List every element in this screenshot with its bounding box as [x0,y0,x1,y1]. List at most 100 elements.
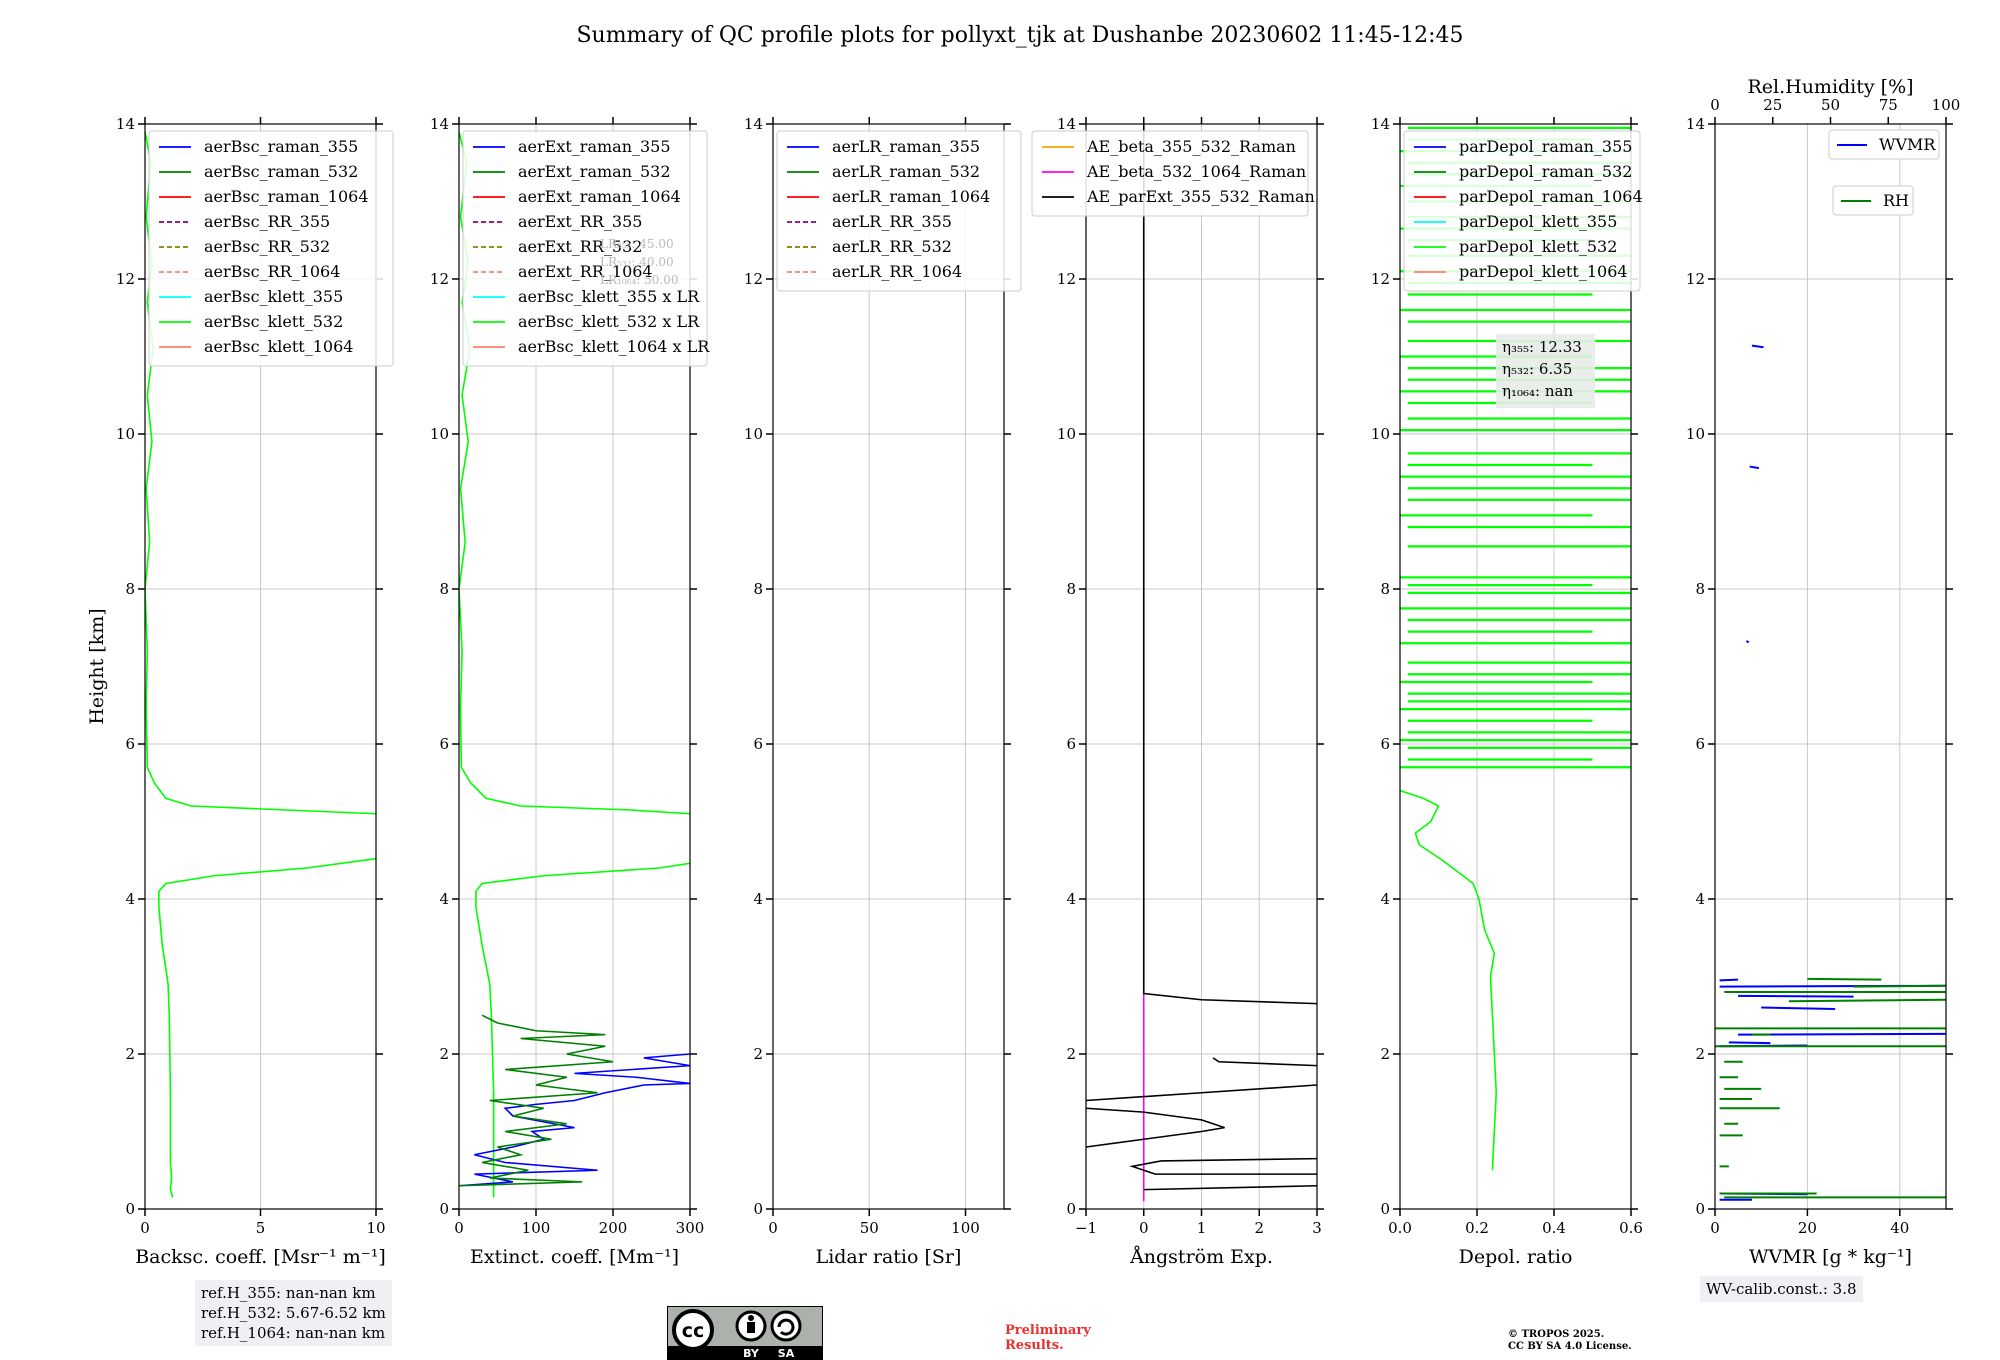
legend-label: AE_beta_355_532_Raman [1086,137,1296,156]
y-tick-label: 10 [116,425,135,443]
y-tick-label: 4 [1695,890,1705,908]
x-axis-label: Ångström Exp. [1129,1246,1273,1268]
x-tick-label: 20 [1798,1219,1817,1237]
legend-label: aerLR_RR_532 [832,237,952,256]
y-tick-label: 8 [439,580,449,598]
series-line [1129,1157,1317,1175]
panel-extinction: 0 100 200 300 0 2 4 6 8 10 12 14 Extinct. coeff. [Mm… [430,115,710,1268]
eta-label: η₅₃₂: 6.35 [1502,360,1572,378]
x-tick-label: 0.2 [1465,1219,1489,1237]
series-line [1212,1057,1317,1067]
series-segment [1749,465,1760,470]
axes-frame [772,123,1005,1210]
x-tick-label: 0.4 [1542,1219,1566,1237]
legend-label: parDepol_klett_1064 [1459,262,1628,281]
panel-depol: 0.0 0.2 0.4 0.6 0 2 4 6 8 10 12 14 Depol. ratio parDe… [1371,115,1643,1268]
y-tick-label: 10 [1371,425,1390,443]
y-tick-label: 2 [1695,1045,1705,1063]
x-tick-label: 5 [256,1219,266,1237]
y-tick-label: 12 [744,270,763,288]
panel-backscatter: 0 5 10 0 2 4 6 8 10 12 14 Backsc. coeff. [Msr⁻¹ m⁻¹… [86,115,394,1268]
legend-label: parDepol_klett_355 [1459,212,1617,231]
legend-label: aerBsc_RR_1064 [204,262,340,281]
top-axis-label: Rel.Humidity [%] [1747,76,1913,98]
panel-wvmr: 0 20 40 0 2 4 6 8 10 12 14 WVMR [g * kg⁻¹] 0 25 50 75 10… [1686,76,1960,1268]
legend-label: aerExt_raman_1064 [518,187,681,206]
legend-box [1031,130,1309,217]
legend-box [1828,129,1940,160]
series-line [459,1014,614,1187]
legend-label: aerExt_RR_532 [518,237,642,256]
legend-box [148,130,394,367]
legend-label: AE_beta_532_1064_Raman [1086,162,1306,181]
top-tick-label: 50 [1821,96,1840,114]
series-segment [1738,1032,1946,1036]
y-tick-label: 2 [439,1045,449,1063]
y-tick-label: 12 [116,270,135,288]
series-line [1143,1184,1317,1191]
y-tick-label: 0 [753,1200,763,1218]
series-line [158,857,376,1198]
y-tick-label: 8 [125,580,135,598]
lidar-ratio-label: LR₃₅₅: 45.00 [600,237,674,251]
series-line [1400,789,1498,1171]
x-tick-label: 0 [1139,1219,1149,1237]
series-segment [1761,1006,1836,1011]
series-line [1086,1084,1317,1102]
y-tick-label: 12 [1371,270,1390,288]
prelim-line-1: Preliminary [1005,1323,1091,1338]
top-tick-label: 100 [1932,96,1961,114]
sa-text: SA [778,1347,795,1360]
legend-label: aerBsc_raman_355 [204,137,358,156]
legend-label: parDepol_raman_1064 [1459,187,1643,206]
series-line [475,862,690,1198]
x-axis-label: Extinct. coeff. [Mm⁻¹] [470,1246,679,1268]
y-tick-label: 14 [1057,115,1076,133]
legend-label: aerLR_raman_355 [832,137,980,156]
y-tick-label: 8 [1380,580,1390,598]
reference-height-box: ref.H_355: nan-nan km ref.H_532: 5.67-6.… [195,1280,392,1346]
legend-label: aerBsc_raman_1064 [204,187,369,206]
y-tick-label: 14 [430,115,449,133]
legend-label: aerBsc_raman_532 [204,162,358,181]
x-tick-label: 0 [768,1219,778,1237]
legend-label: aerBsc_RR_355 [204,212,330,231]
y-tick-label: 14 [1371,115,1390,133]
y-tick-label: 0 [1695,1200,1705,1218]
x-tick-label: 100 [522,1219,551,1237]
legend-label: parDepol_raman_532 [1459,162,1632,181]
legend-label: aerLR_RR_355 [832,212,952,231]
legend-label: aerExt_raman_355 [518,137,671,156]
y-tick-label: 6 [439,735,449,753]
series-segment [1745,640,1750,644]
series-segment [1738,994,1854,998]
x-tick-label: 40 [1890,1219,1909,1237]
y-tick-label: 2 [1380,1045,1390,1063]
x-tick-label: −1 [1075,1219,1097,1237]
series-segment [1719,978,1739,982]
x-tick-label: 2 [1254,1219,1264,1237]
y-tick-label: 14 [744,115,763,133]
legend-label: RH [1883,191,1909,210]
legend-label: aerExt_RR_355 [518,212,642,231]
legend-label: aerBsc_RR_532 [204,237,330,256]
eta-label: η₁₀₆₄: nan [1502,382,1573,400]
y-tick-label: 8 [1066,580,1076,598]
series-segment [1807,977,1882,981]
wv-calibration-box: WV-calib.const.: 3.8 [1700,1276,1863,1302]
legend-label: aerBsc_klett_1064 [204,337,353,356]
y-tick-label: 12 [1057,270,1076,288]
y-tick-label: 4 [1380,890,1390,908]
prelim-line-2: Results. [1005,1338,1064,1353]
legend-box [1832,185,1914,216]
y-tick-label: 4 [1066,890,1076,908]
legend-box [462,130,708,367]
cc-by-sa-logo: cc BY SA [667,1306,823,1360]
copyright-line-1: © TROPOS 2025. [1508,1329,1605,1340]
lidar-ratio-label: LR₁₀₆₄: 50.00 [600,273,678,287]
x-axis-label: WVMR [g * kg⁻¹] [1749,1246,1912,1268]
y-tick-label: 14 [116,115,135,133]
legend-label: parDepol_raman_355 [1459,137,1632,156]
lidar-ratio-label: LR₅₃₂: 40.00 [600,255,674,269]
